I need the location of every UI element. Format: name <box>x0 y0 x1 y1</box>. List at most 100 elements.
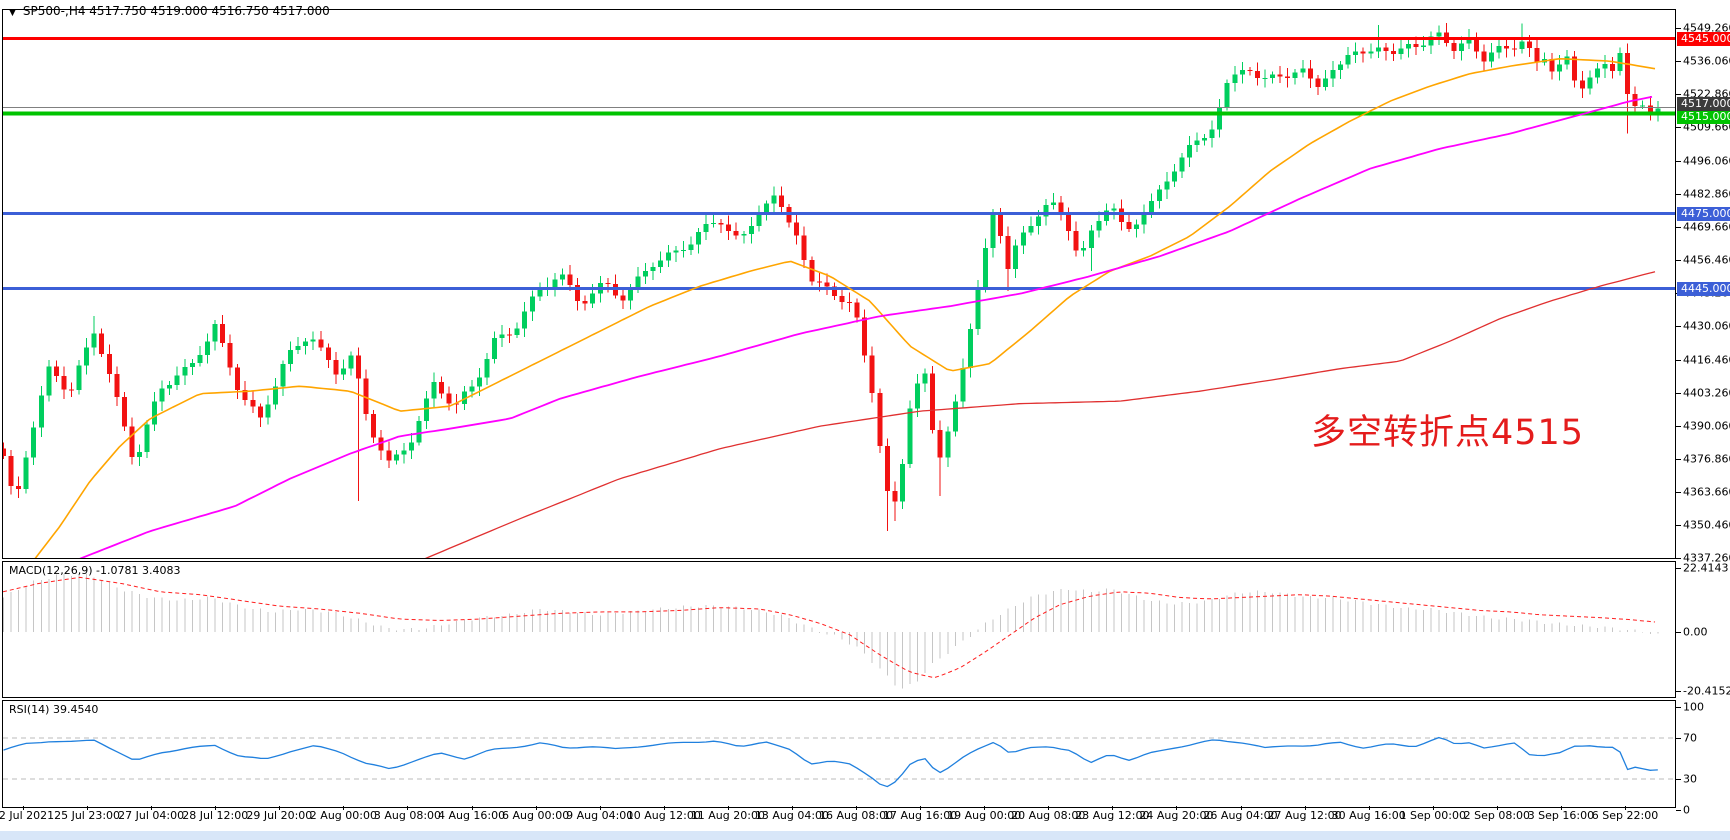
rsi-tick-label: 30 <box>1683 772 1697 786</box>
macd-label: MACD(12,26,9) -1.0781 3.4083 <box>9 564 181 577</box>
time-axis-label: 28 Jul 12:00 <box>182 809 249 822</box>
time-tick-mark <box>1240 806 1242 810</box>
time-tick-mark <box>663 806 665 810</box>
price-tick-label: 4350.460 <box>1683 518 1730 532</box>
price-tick-label: 4549.260 <box>1683 21 1730 35</box>
rsi-tick-mark <box>1676 810 1681 811</box>
time-tick-mark <box>791 806 793 810</box>
price-tick-mark <box>1676 326 1681 327</box>
price-tick-label: 4390.060 <box>1683 419 1730 433</box>
rsi-tick-mark <box>1676 707 1681 708</box>
time-tick-mark <box>151 806 153 810</box>
price-tick-label: 4416.460 <box>1683 353 1730 367</box>
time-axis-label: 10 Aug 12:00 <box>626 809 701 822</box>
price-tick-mark <box>1676 194 1681 195</box>
time-axis-label: 29 Jul 20:00 <box>246 809 313 822</box>
price-tick-label: 4363.660 <box>1683 485 1730 499</box>
price-tick-mark <box>1676 459 1681 460</box>
rsi-tick-mark <box>1676 779 1681 781</box>
price-tick-label: 4496.060 <box>1683 154 1730 168</box>
price-tick-mark <box>1676 393 1681 394</box>
time-tick-mark <box>343 806 345 810</box>
rsi-tick-label: 100 <box>1683 700 1704 714</box>
rsi-canvas[interactable] <box>3 701 1675 807</box>
time-axis-label: 27 Aug 12:00 <box>1267 809 1342 822</box>
time-tick-mark <box>1560 806 1562 810</box>
price-level-badge: 4545.000 <box>1677 31 1730 46</box>
price-level-badge: 4515.000 <box>1677 109 1730 124</box>
window-bottom-strip <box>0 831 1730 840</box>
time-axis-label: 9 Aug 04:00 <box>566 809 634 822</box>
macd-canvas[interactable] <box>3 562 1675 697</box>
time-axis-label: 4 Aug 16:00 <box>437 809 506 822</box>
time-axis-label: 19 Aug 00:00 <box>947 809 1022 822</box>
macd-tick-label: 0.00 <box>1683 625 1708 639</box>
time-tick-mark <box>599 806 601 810</box>
current-price-badge: 4517.000 <box>1677 96 1730 111</box>
price-axis[interactable]: 4549.2604536.0604522.8604509.6604496.060… <box>1676 0 1730 830</box>
chart-annotation: 多空转折点4515 <box>1311 413 1585 453</box>
time-tick-mark <box>856 806 858 810</box>
macd-tick-label: 22.4143 <box>1683 561 1729 575</box>
time-axis-label: 22 Jul 2021 <box>0 809 55 822</box>
time-axis-label: 27 Jul 04:00 <box>118 809 185 822</box>
macd-tick-mark <box>1676 690 1681 692</box>
time-axis-label: 23 Aug 12:00 <box>1075 809 1150 822</box>
time-tick-mark <box>984 806 986 810</box>
time-axis-label: 6 Aug 00:00 <box>502 809 570 822</box>
time-axis-label: 25 Jul 23:00 <box>54 809 121 822</box>
price-tick-mark <box>1676 161 1681 162</box>
time-axis-label: 11 Aug 20:00 <box>690 809 765 822</box>
time-tick-mark <box>87 806 89 810</box>
price-tick-mark <box>1676 28 1681 29</box>
macd-tick-mark <box>1676 632 1681 633</box>
price-chart-canvas[interactable] <box>3 10 1675 558</box>
time-tick-mark <box>1048 806 1050 810</box>
rsi-label: RSI(14) 39.4540 <box>9 703 99 716</box>
price-level-badge: 4445.000 <box>1677 281 1730 296</box>
price-tick-mark <box>1676 94 1681 95</box>
time-tick-mark <box>407 806 409 810</box>
time-axis-label: 16 Aug 08:00 <box>818 809 894 822</box>
price-tick-label: 4482.860 <box>1683 187 1730 201</box>
time-axis-label: 2 Sep 08:00 <box>1463 809 1531 822</box>
time-axis-label: 13 Aug 04:00 <box>754 809 830 822</box>
time-tick-mark <box>1304 806 1306 810</box>
rsi-tick-label: 0 <box>1683 803 1690 817</box>
time-tick-mark <box>1625 806 1626 810</box>
time-tick-mark <box>1432 806 1434 810</box>
price-level-badge: 4475.000 <box>1677 206 1730 221</box>
price-tick-label: 4337.260 <box>1683 551 1730 565</box>
rsi-indicator-panel: RSI(14) 39.4540 <box>2 700 1676 808</box>
time-tick-mark <box>471 806 473 810</box>
price-tick-mark <box>1676 426 1681 427</box>
price-tick-mark <box>1676 558 1681 559</box>
price-chart-panel: ▼ SP500-,H4 4517.750 4519.000 4516.750 45… <box>2 4 1676 559</box>
time-axis-label: 26 Aug 04:00 <box>1203 809 1278 822</box>
time-axis-label: 24 Aug 20:00 <box>1139 809 1214 822</box>
chevron-down-icon[interactable]: ▼ <box>9 8 16 18</box>
time-tick-mark <box>1496 806 1498 810</box>
price-tick-mark <box>1676 360 1681 361</box>
price-tick-mark <box>1676 492 1681 493</box>
macd-tick-mark <box>1676 567 1681 569</box>
time-tick-mark <box>279 806 281 810</box>
macd-indicator-panel: MACD(12,26,9) -1.0781 3.4083 <box>2 561 1676 698</box>
time-tick-mark <box>535 806 537 810</box>
candlesticks <box>3 23 1661 532</box>
price-tick-label: 4403.260 <box>1683 386 1730 400</box>
price-tick-label: 4456.460 <box>1683 253 1730 267</box>
ma-slow-red <box>424 271 1656 558</box>
price-tick-mark <box>1676 260 1681 261</box>
rsi-tick-label: 70 <box>1683 731 1697 745</box>
price-tick-label: 4430.060 <box>1683 319 1730 333</box>
price-tick-mark <box>1676 525 1681 526</box>
time-tick-mark <box>23 806 24 810</box>
price-tick-label: 4376.860 <box>1683 452 1730 466</box>
time-tick-mark <box>1368 806 1370 810</box>
price-tick-mark <box>1676 127 1681 128</box>
price-tick-mark <box>1676 61 1681 62</box>
time-axis-label: 20 Aug 08:00 <box>1011 809 1086 822</box>
